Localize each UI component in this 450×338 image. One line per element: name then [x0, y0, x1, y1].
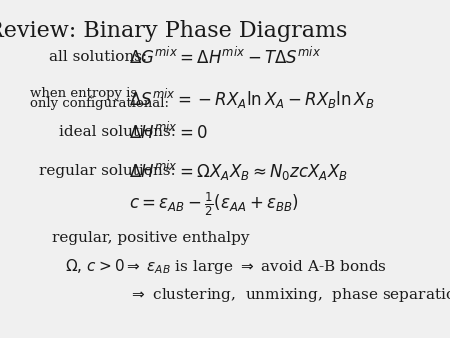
Text: only configurational:: only configurational:	[30, 97, 169, 110]
Text: regular, positive enthalpy: regular, positive enthalpy	[52, 231, 250, 245]
Text: $\Delta S^{mix} = -RX_A \ln X_A - RX_B \ln X_B$: $\Delta S^{mix} = -RX_A \ln X_A - RX_B \…	[129, 87, 374, 111]
Text: $\Delta H^{mix} = 0$: $\Delta H^{mix} = 0$	[129, 122, 208, 143]
Text: $c = \varepsilon_{AB} - \frac{1}{2}\left(\varepsilon_{AA} + \varepsilon_{BB}\rig: $c = \varepsilon_{AB} - \frac{1}{2}\left…	[129, 191, 299, 218]
Text: $\Delta G^{mix} = \Delta H^{mix} - T\Delta S^{mix}$: $\Delta G^{mix} = \Delta H^{mix} - T\Del…	[129, 46, 321, 67]
Text: all solutions:: all solutions:	[49, 50, 147, 64]
Text: $\Omega,\, c > 0 \Rightarrow\; \varepsilon_{AB}$ is large $\Rightarrow$ avoid A-: $\Omega,\, c > 0 \Rightarrow\; \varepsil…	[65, 257, 387, 276]
Text: $\Delta H^{mix} = \Omega X_A X_B \approx N_0 z c X_A X_B$: $\Delta H^{mix} = \Omega X_A X_B \approx…	[129, 159, 348, 183]
Text: Review: Binary Phase Diagrams: Review: Binary Phase Diagrams	[0, 20, 348, 42]
Text: regular solutions:: regular solutions:	[39, 164, 176, 178]
Text: ideal solutions:: ideal solutions:	[58, 125, 176, 139]
Text: when entropy is: when entropy is	[30, 87, 137, 100]
Text: $\Rightarrow$ clustering,  unmixing,  phase separation: $\Rightarrow$ clustering, unmixing, phas…	[129, 286, 450, 304]
